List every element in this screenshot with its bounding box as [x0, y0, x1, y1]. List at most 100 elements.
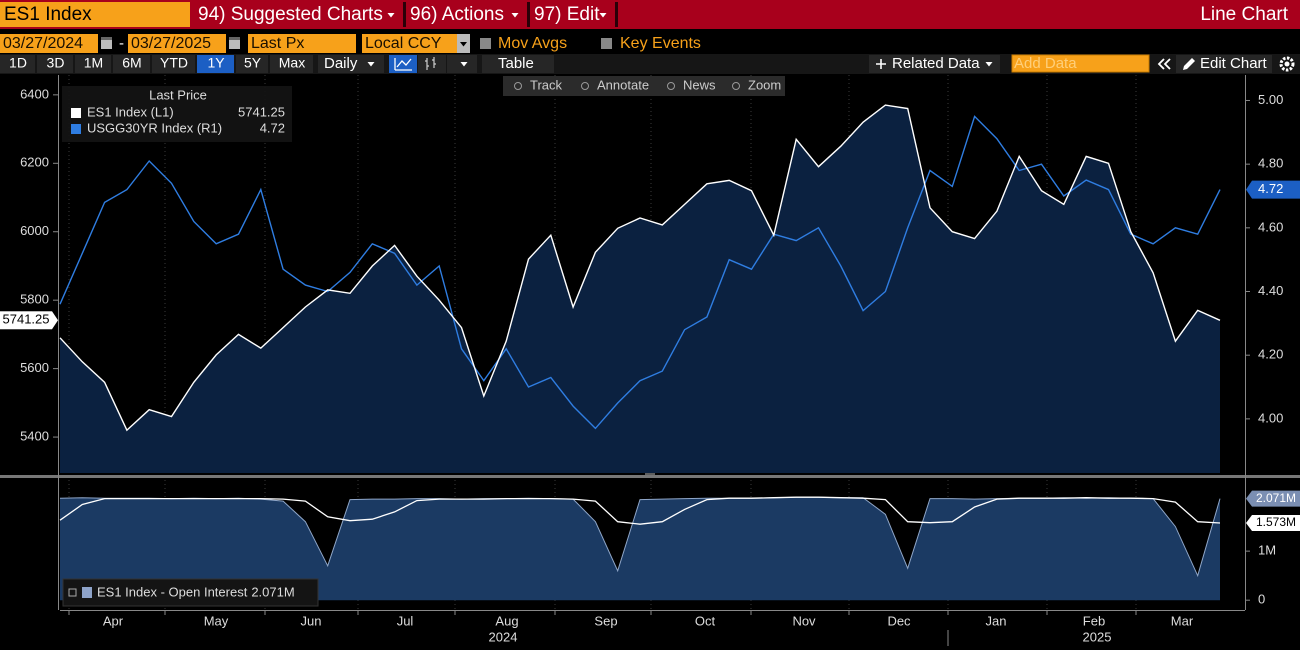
chart-tool[interactable]: Track	[530, 77, 563, 92]
end-date[interactable]: 03/27/2025	[131, 35, 211, 52]
tool-icon	[667, 82, 675, 90]
add-data-input[interactable]	[1011, 54, 1150, 73]
period-label[interactable]: Max	[279, 55, 305, 71]
x-tick-label: Nov	[792, 613, 816, 628]
period-button[interactable]	[0, 55, 35, 73]
chart-tool[interactable]: Zoom	[748, 77, 781, 92]
period-label[interactable]: 3D	[47, 55, 65, 71]
oi-legend-label: ES1 Index - Open Interest	[97, 584, 248, 599]
dropdown-arrow	[985, 62, 993, 67]
menu-divider	[527, 2, 530, 27]
start-date[interactable]: 03/27/2024	[3, 35, 83, 52]
period-label[interactable]: YTD	[160, 55, 188, 71]
period-button[interactable]	[152, 55, 195, 73]
table-button[interactable]	[482, 55, 554, 73]
period-label[interactable]: 6M	[122, 55, 141, 71]
price-area	[60, 105, 1220, 473]
period-label[interactable]: 1Y	[207, 55, 225, 71]
chart-tool[interactable]: Annotate	[597, 77, 649, 92]
legend-title: Last Price	[149, 87, 207, 102]
table[interactable]: Table	[498, 55, 534, 72]
legend	[62, 86, 292, 142]
period-button[interactable]	[75, 55, 111, 73]
checkbox-label[interactable]: Mov Avgs	[498, 35, 567, 52]
y2-tick-label: 1M	[1258, 543, 1276, 558]
edit-chart[interactable]: Edit Chart	[1200, 55, 1268, 72]
oi-legend-swatch	[82, 587, 92, 598]
ticker: ES1 Index	[4, 4, 92, 25]
bar-type-button[interactable]	[418, 55, 446, 73]
period-button[interactable]	[236, 55, 268, 73]
y2-tick-label: 5.00	[1258, 92, 1283, 107]
calendar-icon	[101, 37, 112, 49]
period-button[interactable]	[270, 55, 313, 73]
frequency[interactable]: Daily	[324, 55, 358, 72]
start-date-box[interactable]	[0, 34, 98, 53]
period-button[interactable]	[113, 55, 150, 73]
pencil-icon	[1183, 58, 1195, 70]
chart-type-dropdown[interactable]	[447, 55, 477, 73]
dropdown-arrow	[460, 42, 467, 47]
currency[interactable]: Local CCY	[365, 35, 442, 52]
oi-legend-value: 2.071M	[251, 584, 294, 599]
chart-tool[interactable]: News	[683, 77, 716, 92]
related-button[interactable]	[869, 55, 1000, 73]
menu[interactable]: 94) Suggested Charts	[198, 4, 383, 25]
oi-average-tag	[1246, 515, 1300, 532]
add-data-placeholder[interactable]: Add Data	[1014, 55, 1077, 72]
field-box[interactable]	[248, 34, 356, 53]
x-tick-label: Mar	[1171, 613, 1194, 628]
calendar-icon-top	[229, 37, 240, 40]
calendar-icon	[229, 37, 240, 49]
settings-gear[interactable]	[1279, 56, 1295, 72]
menu[interactable]: 96) Actions	[410, 4, 504, 25]
oi-legend-toggle[interactable]	[68, 588, 77, 597]
header-bar	[0, 0, 1300, 29]
y2-tick-label: 0	[1258, 592, 1265, 607]
currency-box[interactable]	[362, 34, 458, 53]
menu[interactable]: 97) Edit	[534, 4, 600, 25]
view-name: Line Chart	[1200, 4, 1288, 25]
checkbox-label[interactable]: Key Events	[620, 35, 701, 52]
oi-last-tag	[1246, 490, 1300, 507]
y2-tick-label: 4.40	[1258, 283, 1283, 298]
oi-legend	[62, 578, 319, 607]
y2-tick-label: 4.60	[1258, 219, 1283, 234]
y-tick-label: 6000	[20, 223, 49, 238]
menu-divider	[615, 2, 618, 27]
legend-label: ES1 Index (L1)	[87, 104, 174, 119]
y-tick-label: 5400	[20, 429, 49, 444]
period-label[interactable]: 1M	[84, 55, 103, 71]
date-separator: -	[119, 35, 124, 52]
end-date-box[interactable]	[128, 34, 226, 53]
field[interactable]: Last Px	[251, 35, 304, 52]
plus-icon	[876, 59, 886, 69]
oi-last-value: 2.071M	[1256, 491, 1296, 505]
period-button[interactable]	[37, 55, 73, 73]
related-data[interactable]: Related Data	[892, 55, 980, 72]
x-tick-label: Jan	[986, 613, 1007, 628]
y2-tick-label: 4.00	[1258, 410, 1283, 425]
y-tick-label: 6200	[20, 155, 49, 170]
dropdown-arrow	[387, 13, 395, 18]
collapse-icon[interactable]	[1157, 58, 1171, 70]
x-year-label: 2024	[489, 629, 518, 644]
period-label[interactable]: 5Y	[244, 55, 262, 71]
legend-value: 4.72	[260, 120, 285, 135]
yield-last-tag	[1246, 180, 1300, 199]
menu-divider	[403, 2, 406, 27]
dropdown-arrow	[460, 62, 468, 67]
checkbox[interactable]	[601, 38, 612, 49]
dropdown-arrow	[511, 13, 519, 18]
chart-tools	[503, 76, 785, 96]
edit-chart-button[interactable]	[1176, 55, 1272, 73]
frequency-button[interactable]	[318, 55, 384, 73]
checkbox[interactable]	[480, 38, 491, 49]
y2-tick-label: 4.80	[1258, 156, 1283, 171]
period-label[interactable]: 1D	[9, 55, 27, 71]
ticker-box[interactable]	[0, 2, 190, 27]
y-tick-label: 5800	[20, 292, 49, 307]
period-button[interactable]	[197, 55, 234, 73]
